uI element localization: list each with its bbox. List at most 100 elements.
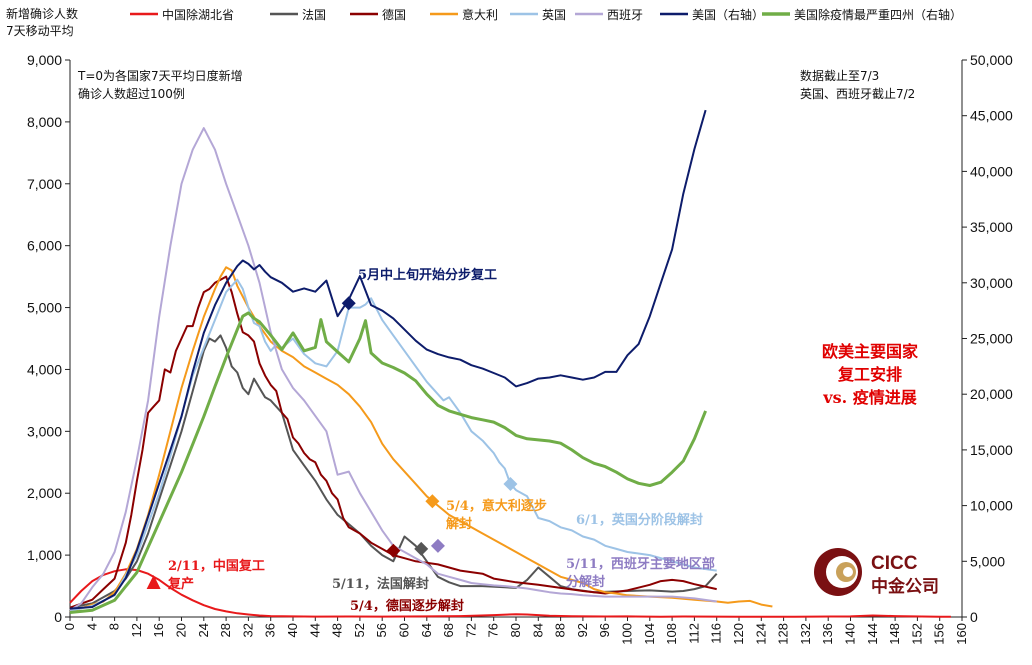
series-line xyxy=(69,334,718,609)
x-tick-label: 32 xyxy=(240,623,255,637)
series-line xyxy=(69,266,773,613)
marker-diamond xyxy=(341,296,356,311)
x-tick-label: 152 xyxy=(909,623,924,645)
right-tick-label: 45,000 xyxy=(970,108,1013,124)
legend-label: 英国 xyxy=(542,8,566,22)
left-tick-label: 9,000 xyxy=(27,52,62,68)
marker-diamond xyxy=(503,476,518,491)
x-tick-label: 80 xyxy=(508,623,523,637)
series-line xyxy=(69,311,707,614)
x-tick-label: 140 xyxy=(843,623,858,645)
side-title-line2: 复工安排 xyxy=(837,365,902,384)
series-line xyxy=(69,275,717,609)
x-tick-label: 68 xyxy=(441,623,456,637)
x-tick-label: 100 xyxy=(620,623,635,645)
right-tick-label: 50,000 xyxy=(970,52,1013,68)
x-tick-label: 0 xyxy=(62,623,77,630)
annotation-label: 5月中上旬开始分步复工 xyxy=(358,267,497,283)
note-right-line2: 英国、西班牙截止7/2 xyxy=(800,87,915,101)
x-tick-label: 128 xyxy=(776,623,791,645)
y-axis-title-line2: 7天移动平均 xyxy=(6,24,74,38)
legend-label: 意大利 xyxy=(462,7,498,22)
x-tick-label: 76 xyxy=(486,623,501,637)
right-tick-label: 20,000 xyxy=(970,386,1013,402)
x-tick-label: 84 xyxy=(530,623,545,637)
marker-diamond xyxy=(430,538,445,553)
x-tick-label: 24 xyxy=(196,623,211,637)
annotation-label: 5/11，西班牙主要地区部 xyxy=(566,556,715,572)
right-tick-label: 25,000 xyxy=(970,331,1013,347)
x-tick-label: 88 xyxy=(553,623,568,637)
x-tick-label: 108 xyxy=(664,623,679,645)
annotation-label: 5/11，法国解封 xyxy=(332,576,429,592)
left-tick-label: 8,000 xyxy=(27,114,62,130)
right-tick-label: 40,000 xyxy=(970,163,1013,179)
left-tick-label: 3,000 xyxy=(27,423,62,439)
x-tick-label: 132 xyxy=(798,623,813,645)
x-tick-label: 144 xyxy=(865,623,880,645)
x-tick-label: 96 xyxy=(597,623,612,637)
x-tick-label: 16 xyxy=(151,623,166,637)
right-tick-label: 0 xyxy=(970,609,978,625)
series-line xyxy=(69,278,717,612)
x-tick-label: 160 xyxy=(954,623,969,645)
right-axis-ticks: 0 5,000 10,000 15,000 20,000 25,000 30,000 35,0… xyxy=(962,52,1013,625)
series-line xyxy=(69,127,717,612)
annotation-label-cont: 解封 xyxy=(445,516,472,532)
right-tick-label: 15,000 xyxy=(970,442,1013,458)
x-tick-label: 112 xyxy=(686,623,701,644)
y-axis-title-line1: 新增确诊人数 xyxy=(6,6,78,21)
marker-triangle xyxy=(146,574,161,589)
x-tick-label: 64 xyxy=(419,623,434,637)
right-tick-label: 35,000 xyxy=(970,219,1013,235)
legend: 中国除湖北省 法国 德国 意大利 英国 西班牙 美国（右轴） 美国除疫情最严重四州（右轴） xyxy=(130,7,962,22)
marker-diamond xyxy=(386,543,401,558)
annotation-label-cont: 分解封 xyxy=(566,574,605,590)
x-tick-label: 156 xyxy=(932,623,947,645)
x-tick-label: 92 xyxy=(575,623,590,637)
left-tick-label: 7,000 xyxy=(27,176,62,192)
x-tick-label: 148 xyxy=(887,623,902,645)
x-tick-label: 120 xyxy=(731,623,746,645)
x-tick-label: 60 xyxy=(397,623,412,637)
left-tick-label: 0 xyxy=(54,609,62,625)
left-tick-label: 2,000 xyxy=(27,485,62,501)
x-tick-label: 40 xyxy=(285,623,300,637)
right-tick-label: 10,000 xyxy=(970,498,1013,514)
series-line xyxy=(69,568,951,618)
left-tick-label: 6,000 xyxy=(27,238,62,254)
legend-label: 美国（右轴） xyxy=(692,7,764,22)
x-tick-label: 8 xyxy=(107,623,122,630)
legend-label: 法国 xyxy=(302,8,326,22)
x-tick-label: 56 xyxy=(374,623,389,637)
series-line xyxy=(69,109,707,610)
series-group xyxy=(69,109,951,618)
annotation-label: 2/11，中国复工 xyxy=(168,558,265,574)
x-tick-label: 4 xyxy=(84,623,99,630)
annotation-label-cont: 复产 xyxy=(167,576,194,592)
left-tick-label: 5,000 xyxy=(27,300,62,316)
x-axis-ticks: 0 4 8 12 16 20 24 28 32 36 40 44 48 52 56 60 64 68 72 76 80 8… xyxy=(62,617,969,645)
x-tick-label: 20 xyxy=(174,623,189,637)
x-tick-label: 12 xyxy=(129,623,144,637)
legend-label: 德国 xyxy=(382,7,406,22)
logo-text-cn: 中金公司 xyxy=(871,576,939,596)
x-tick-label: 124 xyxy=(753,623,768,645)
annotation-label: 6/1，英国分阶段解封 xyxy=(576,512,703,528)
logo-text-en: CICC xyxy=(871,553,918,574)
legend-label: 美国除疫情最严重四州（右轴） xyxy=(794,7,962,22)
note-left-line2: 确诊人数超过100例 xyxy=(78,86,185,101)
legend-label: 西班牙 xyxy=(607,8,643,22)
legend-label: 中国除湖北省 xyxy=(162,7,234,22)
x-tick-label: 52 xyxy=(352,623,367,637)
x-tick-label: 72 xyxy=(463,623,478,637)
right-tick-label: 30,000 xyxy=(970,275,1013,291)
left-tick-label: 4,000 xyxy=(27,361,62,377)
annotation-label: 5/4，德国逐步解封 xyxy=(350,598,464,614)
side-title-line1: 欧美主要国家 xyxy=(822,342,919,361)
x-tick-label: 28 xyxy=(218,623,233,637)
x-tick-label: 104 xyxy=(642,623,657,645)
x-tick-label: 48 xyxy=(330,623,345,637)
